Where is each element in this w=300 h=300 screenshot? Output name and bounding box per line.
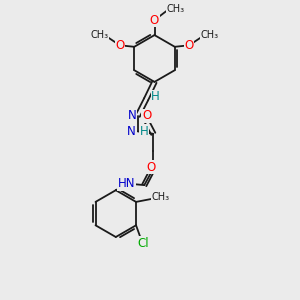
Text: Cl: Cl — [137, 237, 149, 250]
Text: N: N — [128, 109, 137, 122]
Text: CH₃: CH₃ — [90, 30, 108, 40]
Text: CH₃: CH₃ — [152, 192, 170, 203]
Text: O: O — [146, 160, 155, 174]
Text: H: H — [151, 90, 160, 104]
Text: H: H — [140, 125, 149, 138]
Text: CH₃: CH₃ — [167, 4, 184, 14]
Text: O: O — [184, 39, 194, 52]
Text: O: O — [115, 39, 124, 52]
Text: N: N — [127, 125, 136, 138]
Text: HN: HN — [118, 177, 135, 190]
Text: O: O — [150, 14, 159, 27]
Text: O: O — [142, 109, 151, 122]
Text: CH₃: CH₃ — [201, 30, 219, 40]
